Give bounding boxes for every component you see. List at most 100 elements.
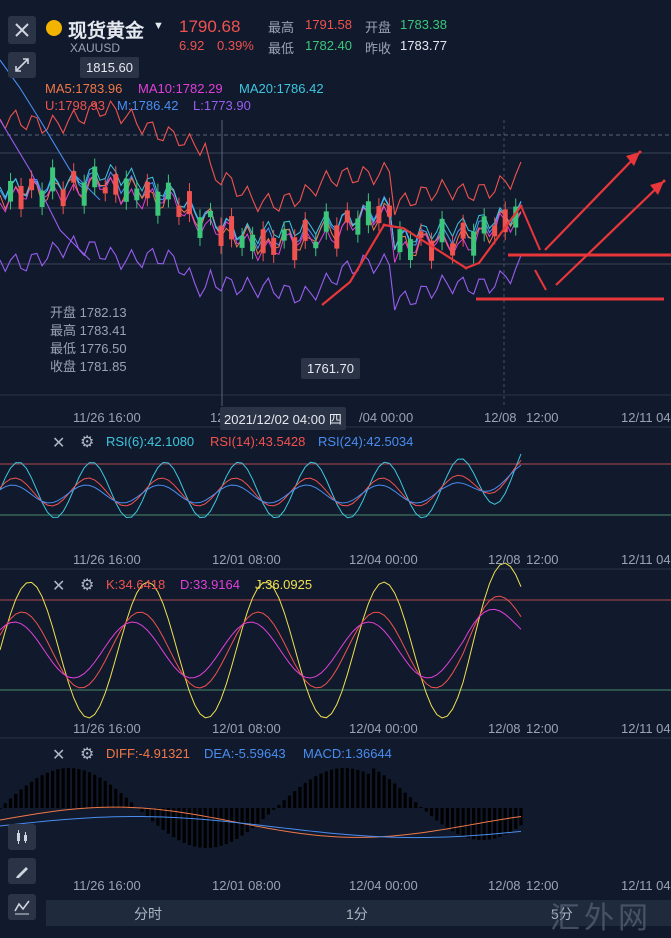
macd-bar [3, 803, 7, 808]
last-price: 1790.68 [179, 17, 241, 36]
close-icon[interactable]: ✕ [52, 578, 66, 595]
fullscreen-icon[interactable] [8, 52, 36, 78]
macd-bar [119, 793, 123, 808]
tab-5min[interactable]: 5分 [551, 906, 573, 922]
macd-bar [308, 779, 313, 808]
rsi14-line [0, 460, 522, 507]
tab-1min[interactable]: 1分 [346, 906, 368, 922]
macd-bar [329, 769, 334, 808]
candle-body [81, 182, 87, 206]
candle-body [365, 201, 371, 226]
macd-bar [466, 808, 470, 839]
macd-bar [303, 782, 307, 808]
x-label: /04 00:00 [359, 410, 414, 425]
x-label: 12/01 08:00 [212, 878, 281, 893]
instrument-title[interactable]: 现货黄金 [68, 21, 145, 42]
macd-bar [14, 793, 18, 808]
boll-lower-line [0, 234, 522, 311]
chevron-down-icon[interactable]: ▼ [153, 20, 164, 32]
candle-body [29, 178, 35, 191]
macd-bar [403, 792, 407, 808]
macd-bar [40, 775, 44, 808]
x-label: 12:00 [526, 878, 559, 893]
candle-body [418, 231, 424, 238]
macd-bar [287, 795, 292, 808]
x-label: 12/04 00:00 [349, 878, 418, 893]
macd-label: MACD:1.36644 [303, 746, 392, 761]
macd-bar [187, 808, 192, 845]
crosshair-time: 2021/12/02 04:00 四 [220, 407, 346, 430]
macd-bar [482, 808, 486, 840]
macd-bar [198, 808, 202, 848]
macd-bar [0, 808, 2, 809]
settings-icon[interactable]: ⚙ [80, 746, 95, 763]
close-icon[interactable] [8, 16, 36, 44]
macd-bar [177, 808, 181, 841]
x-label: 11/26 16:00 [73, 552, 141, 567]
tab-timeshare[interactable]: 分时 [134, 906, 162, 922]
price-change-pct: 0.39% [217, 38, 254, 53]
macd-bar [435, 808, 439, 821]
settings-icon[interactable]: ⚙ [80, 577, 95, 594]
candle-body [165, 182, 171, 200]
macd-bar [56, 769, 60, 808]
x-label: 11/26 16:00 [73, 878, 141, 893]
candle-body [355, 218, 361, 235]
ohlc-low: 最低 1776.50 [50, 341, 127, 356]
x-label: 12:00 [526, 552, 559, 567]
candle-body [492, 225, 498, 237]
macd-bar [114, 788, 118, 808]
candle-body [376, 206, 382, 224]
candle-body [155, 191, 161, 216]
candle-body [176, 205, 182, 217]
close-icon[interactable]: ✕ [52, 747, 66, 764]
macd-bar [393, 783, 397, 808]
candle-body [197, 217, 203, 238]
macd-bar [450, 808, 455, 832]
macd-bar [324, 771, 328, 808]
candle-body [186, 191, 192, 215]
candlestick-icon[interactable] [8, 824, 36, 850]
macd-bar [245, 808, 249, 832]
pen-icon[interactable] [8, 858, 36, 884]
macd-bar [377, 771, 381, 808]
macd-bar [166, 808, 171, 834]
x-label: 12/04 00:00 [349, 552, 418, 567]
macd-bar [87, 772, 92, 808]
ma5-label: MA5:1783.96 [45, 81, 123, 96]
ohlc-high: 最高 1783.41 [50, 323, 127, 338]
macd-bar [98, 777, 102, 808]
candle-body [39, 190, 45, 208]
macd-bar [82, 770, 86, 808]
macd-bar [508, 808, 513, 832]
boll-upper-label: U:1798.93 [45, 98, 105, 113]
x-label: 12/04 00:00 [349, 721, 418, 736]
macd-bar [429, 808, 434, 817]
ma10-line [0, 174, 522, 263]
macd-bar [461, 808, 465, 837]
boll-lower-label: L:1773.90 [193, 98, 251, 113]
candle-body [502, 209, 508, 233]
candle-body [250, 234, 256, 252]
indicator-icon[interactable] [8, 894, 36, 920]
macd-bar [129, 802, 134, 808]
x-label: 12/11 04 [621, 410, 671, 425]
macd-bar [208, 808, 213, 848]
close-icon[interactable]: ✕ [52, 435, 66, 452]
macd-bar [387, 779, 392, 808]
macd-bar [398, 787, 402, 808]
candle-body [123, 178, 129, 202]
annotation-arrow [544, 151, 641, 251]
candle-body [271, 237, 277, 255]
high-label: 最高 [268, 20, 295, 35]
j-label: J:36.0925 [255, 577, 313, 592]
macd-bar [335, 768, 339, 808]
macd-bar [224, 808, 228, 845]
ohlc-open: 开盘 1782.13 [50, 305, 127, 320]
candle-body [281, 229, 287, 241]
settings-icon[interactable]: ⚙ [80, 434, 95, 451]
x-label: 12/11 04 [621, 552, 671, 567]
macd-bar [251, 808, 255, 828]
open-value: 1783.38 [400, 17, 447, 32]
